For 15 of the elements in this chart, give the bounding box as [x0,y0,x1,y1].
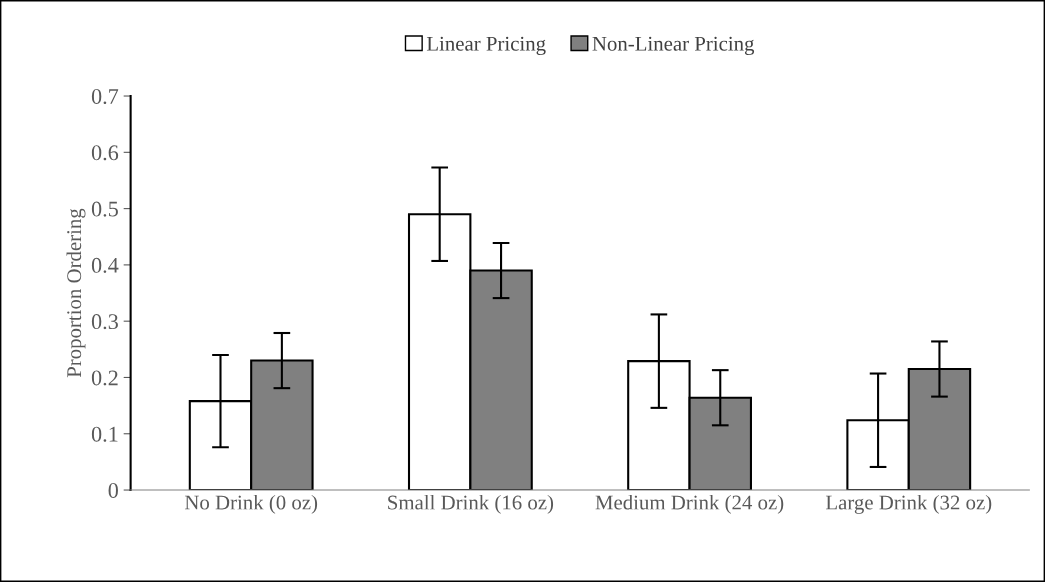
x-tick-label: Large Drink (32 oz) [825,494,992,514]
legend-label: Linear Pricing [426,36,546,56]
y-tick-label: 0.4 [91,257,119,273]
x-tick-label: No Drink (0 oz) [184,494,318,514]
y-tick-label: 0.1 [91,426,118,442]
y-tick-label: 0.7 [91,88,119,105]
y-tick-label: 0.2 [91,370,118,386]
y-tick-label: 0.6 [91,145,119,161]
x-tick-label: Small Drink (16 oz) [388,494,554,514]
x-tick-label: Medium Drink (24 oz) [595,494,784,514]
y-axis-title: Proportion Ordering [66,208,86,378]
y-tick-label: 0.3 [91,314,118,330]
y-tick-label: 0.5 [91,201,118,217]
legend-label: Non-Linear Pricing [592,36,755,56]
y-tick-label: 0 [108,482,118,498]
